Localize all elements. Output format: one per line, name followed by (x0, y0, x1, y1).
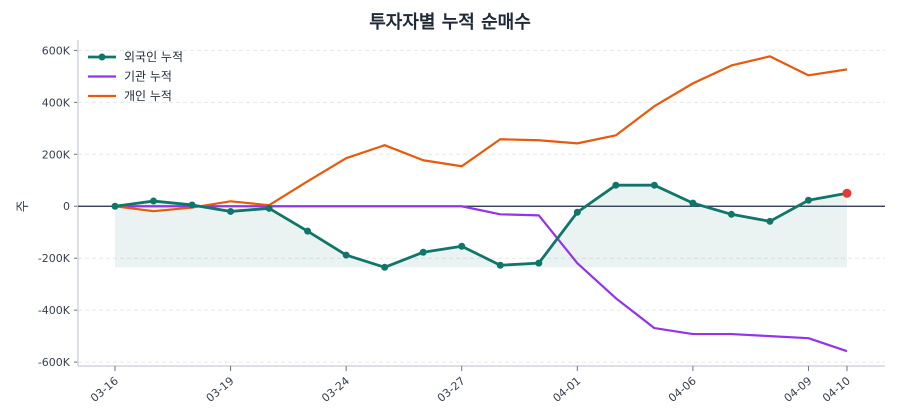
x-tick-label: 03-27 (435, 374, 468, 405)
data-point (304, 227, 312, 235)
data-point (689, 199, 697, 207)
y-axis-label: 주 (16, 200, 31, 212)
data-point (458, 242, 466, 250)
x-tick-label: 04-10 (820, 374, 853, 405)
last-point-marker (842, 188, 852, 198)
data-point (804, 196, 812, 204)
data-point (227, 207, 235, 215)
series-line-1 (115, 205, 848, 353)
legend-marker (98, 53, 106, 61)
x-tick-label: 03-16 (88, 374, 121, 405)
data-point (188, 201, 196, 209)
legend-label: 기관 누적 (124, 70, 172, 84)
foreign-area-fill (115, 185, 847, 268)
data-point (766, 217, 774, 225)
x-tick-label: 03-24 (319, 374, 352, 405)
data-point (111, 202, 119, 210)
x-tick-label: 03-19 (204, 374, 237, 405)
data-point (612, 181, 620, 189)
data-point (650, 181, 658, 189)
chart-title: 투자자별 누적 순매수 (369, 12, 531, 33)
data-point (342, 251, 350, 259)
data-point (381, 263, 389, 271)
series-line-2 (114, 55, 848, 213)
x-tick-label: 04-06 (666, 374, 699, 405)
y-tick-label: 600K (42, 44, 71, 57)
y-tick-label: -600K (38, 356, 71, 369)
x-tick-label: 04-09 (782, 374, 815, 405)
data-point (150, 197, 158, 205)
x-tick-label: 04-01 (550, 374, 583, 405)
data-point (419, 248, 427, 256)
series-line-0 (114, 183, 848, 269)
data-point (535, 259, 543, 267)
data-point (496, 261, 504, 269)
legend-label: 개인 누적 (124, 89, 172, 103)
legend-label: 외국인 누적 (124, 50, 183, 64)
y-tick-label: 200K (42, 148, 71, 161)
y-tick-label: -200K (38, 252, 71, 265)
y-tick-label: 400K (42, 96, 71, 109)
y-tick-label: -400K (38, 304, 71, 317)
y-tick-label: 0 (63, 200, 70, 213)
data-point (727, 210, 735, 218)
data-point (573, 208, 581, 216)
data-point (265, 204, 273, 212)
